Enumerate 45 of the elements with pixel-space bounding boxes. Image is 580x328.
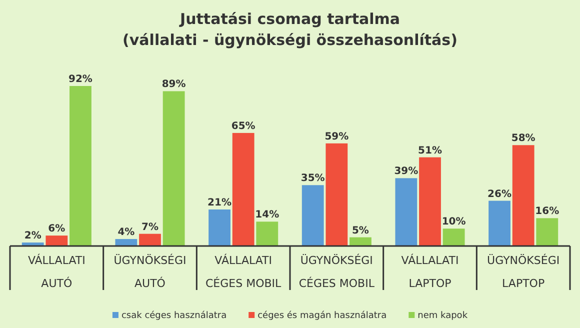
bar [302, 185, 324, 246]
data-label: 16% [535, 206, 560, 218]
bar [208, 209, 230, 246]
data-label: 65% [231, 120, 256, 132]
bar [46, 236, 68, 246]
bar [70, 86, 92, 246]
data-label: 14% [255, 210, 280, 221]
data-label: 5% [352, 225, 369, 236]
x-tick-label: ÜGYNÖKSÉGI AUTÓ [114, 253, 186, 290]
data-label: 21% [208, 197, 232, 208]
legend-label: nem kapok [418, 311, 468, 321]
x-tick-label: VÁLLALATI CÉGES MOBIL [206, 253, 282, 290]
chart-title: Juttatási csomag tartalma (vállalati - ügynökségi összehasonlítás) [122, 10, 458, 49]
bar [536, 218, 558, 246]
bar [395, 178, 418, 246]
data-label: 58% [511, 133, 536, 144]
bar [326, 143, 348, 246]
data-label: 26% [488, 188, 512, 200]
x-tick-label: VÁLLALATI AUTÓ [28, 253, 86, 290]
legend-label: céges és magán használatra [258, 310, 387, 321]
data-label: 92% [68, 74, 92, 85]
bar [139, 234, 161, 246]
data-label: 6% [48, 224, 66, 235]
data-label: 89% [162, 79, 186, 90]
x-tick-label: ÜGYNÖKSÉGI CÉGES MOBIL [298, 253, 376, 290]
data-label: 10% [442, 216, 466, 228]
x-tick-label: VÁLLALATI LAPTOP [401, 253, 459, 290]
data-label: 2% [24, 230, 42, 242]
bar [442, 228, 465, 246]
data-label: 59% [324, 131, 349, 142]
bar [232, 132, 254, 246]
bar [350, 237, 372, 246]
data-label: 35% [300, 173, 325, 184]
data-label: 7% [142, 222, 158, 233]
x-tick-label: ÜGYNÖKSÉGI LAPTOP [487, 253, 560, 290]
data-label: 4% [118, 227, 135, 238]
bar [162, 91, 185, 246]
bar [488, 200, 510, 246]
bar [512, 145, 534, 246]
legend-label: csak céges használatra [121, 310, 227, 321]
bar [115, 239, 138, 246]
bar [419, 157, 441, 246]
bar [256, 222, 278, 246]
data-label: 51% [418, 145, 442, 156]
data-label: 39% [394, 166, 418, 178]
